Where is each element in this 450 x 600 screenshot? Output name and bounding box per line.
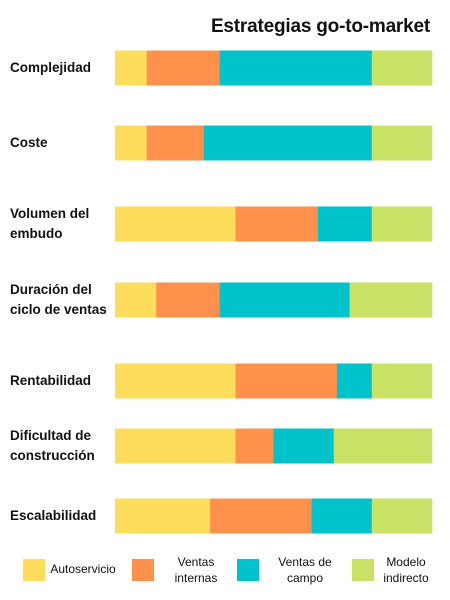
bar-segment-7-2 — [210, 498, 312, 534]
bar-segment-4-1 — [115, 282, 157, 318]
category-label-line: embudo — [10, 226, 63, 241]
legend-label-line: campo — [286, 571, 324, 585]
bar-segment-7-4 — [371, 498, 433, 534]
legend-label: Ventas de campo — [260, 554, 350, 586]
category-label: Escalabilidad — [10, 506, 120, 526]
bar-segment-3-2 — [235, 206, 319, 242]
bar-segment-2-4 — [371, 125, 433, 161]
bar-segment-1-4 — [371, 50, 433, 86]
category-label-line: Coste — [10, 135, 48, 150]
category-label: Duración del ciclo de ventas — [10, 280, 120, 320]
bar-segment-7-3 — [311, 498, 373, 534]
bar-segment-6-4 — [333, 428, 433, 464]
category-label-line: Volumen del — [10, 206, 90, 221]
bar-segment-6-2 — [235, 428, 274, 464]
bar-segment-4-2 — [156, 282, 220, 318]
legend-label-line: Ventas — [177, 555, 215, 569]
category-label: Complejidad — [10, 58, 120, 78]
bar-segment-1-1 — [115, 50, 147, 86]
bar-segment-4-4 — [349, 282, 433, 318]
legend-label-line: Ventas de — [278, 555, 332, 569]
bar-segment-5-1 — [115, 363, 236, 399]
legend-label-line: internas — [174, 571, 218, 585]
legend-label-line: Autoservicio — [50, 562, 116, 576]
bar-segment-3-3 — [317, 206, 373, 242]
bar-segment-4-3 — [219, 282, 350, 318]
legend-swatch — [23, 559, 45, 581]
category-label: Rentabilidad — [10, 371, 120, 391]
category-label-line: Dificultad de — [10, 428, 92, 443]
bar-segment-3-1 — [115, 206, 236, 242]
category-label-line: Rentabilidad — [10, 373, 92, 388]
legend-swatch — [352, 559, 374, 581]
bar-segment-5-4 — [371, 363, 433, 399]
bar-segment-1-3 — [219, 50, 373, 86]
legend-label: Autoservicio — [38, 561, 128, 577]
bar-segment-6-3 — [273, 428, 335, 464]
legend-label: Modelo indirecto — [361, 554, 450, 586]
chart-title: Estrategias go-to-market — [210, 16, 430, 37]
category-label-line: ciclo de ventas — [10, 302, 107, 317]
legend-label-line: indirecto — [383, 571, 429, 585]
legend-swatch — [237, 559, 259, 581]
category-label-line: construcción — [10, 448, 95, 463]
category-label: Volumen del embudo — [10, 204, 120, 244]
bar-segment-2-1 — [115, 125, 147, 161]
category-label-line: Duración del — [10, 282, 92, 297]
bar-segment-2-2 — [146, 125, 205, 161]
legend-label: Ventas internas — [151, 554, 241, 586]
legend-label-line: Modelo — [386, 555, 426, 569]
bar-segment-5-2 — [235, 363, 338, 399]
legend-swatch — [132, 559, 154, 581]
category-label: Coste — [10, 133, 120, 153]
category-label-line: Escalabilidad — [10, 508, 97, 523]
bar-segment-3-4 — [371, 206, 433, 242]
bar-segment-6-1 — [115, 428, 236, 464]
category-label-line: Complejidad — [10, 60, 92, 75]
bar-segment-1-2 — [146, 50, 220, 86]
bar-segment-5-3 — [336, 363, 373, 399]
bar-segment-7-1 — [115, 498, 211, 534]
bar-segment-2-3 — [203, 125, 373, 161]
category-label: Dificultad de construcción — [10, 426, 120, 466]
